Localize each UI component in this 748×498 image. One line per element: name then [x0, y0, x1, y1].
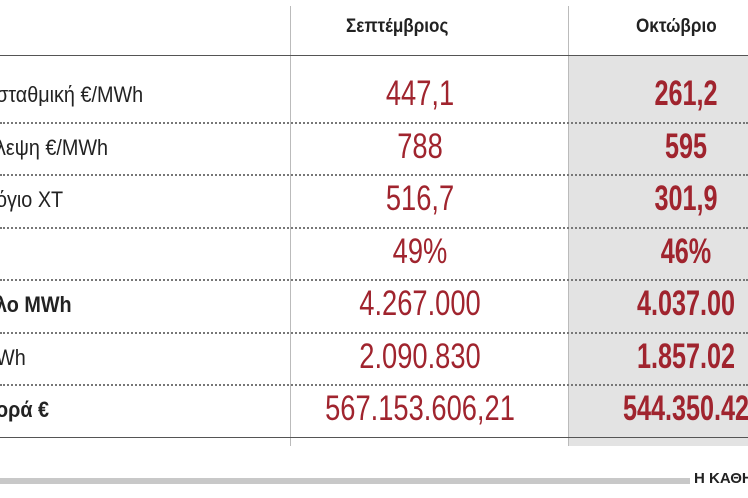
column-divider: [568, 6, 569, 446]
row-rule: [0, 384, 748, 386]
cell-value: 1.857.02: [636, 336, 736, 376]
cell-value: 301,9: [654, 179, 718, 218]
row-label: όγιο ΧΤ: [0, 187, 64, 212]
cell-value: 4.267.000: [359, 284, 481, 323]
column-header: Σεπτέμβριος: [346, 16, 449, 37]
cell-value: 595: [664, 126, 708, 166]
header-rule: [0, 55, 748, 56]
cell-value: 261,2: [654, 74, 718, 113]
row-rule: [0, 226, 748, 229]
row-label: σταθμική €/MWh: [0, 82, 144, 107]
row-label: Wh: [0, 344, 26, 370]
cell-value: 4.037.00: [636, 284, 736, 323]
cell-value: 46%: [660, 231, 712, 271]
column-shade: [569, 56, 748, 446]
cell-value: 447,1: [385, 74, 455, 113]
row-rule: [0, 121, 748, 124]
cell-value: 544.350.42: [622, 389, 748, 428]
row-rule: [0, 331, 748, 334]
row-rule: [0, 436, 748, 438]
cell-value: 788: [397, 126, 443, 166]
column-header: Οκτώβριο: [636, 16, 717, 37]
cell-value: 567.153.606,21: [325, 389, 515, 428]
row-rule: [0, 174, 748, 176]
row-label: ορά €: [0, 397, 50, 422]
cell-value: 49%: [392, 231, 448, 271]
column-divider: [290, 6, 291, 446]
footer-bar: [0, 478, 690, 484]
source: Η ΚΑΘΗ: [694, 470, 748, 487]
cell-value: 2.090.830: [359, 336, 481, 376]
row-label: λο MWh: [0, 292, 72, 317]
row-rule: [0, 279, 748, 281]
row-label: λεψη €/MWh: [0, 134, 109, 160]
cell-value: 516,7: [385, 179, 455, 218]
